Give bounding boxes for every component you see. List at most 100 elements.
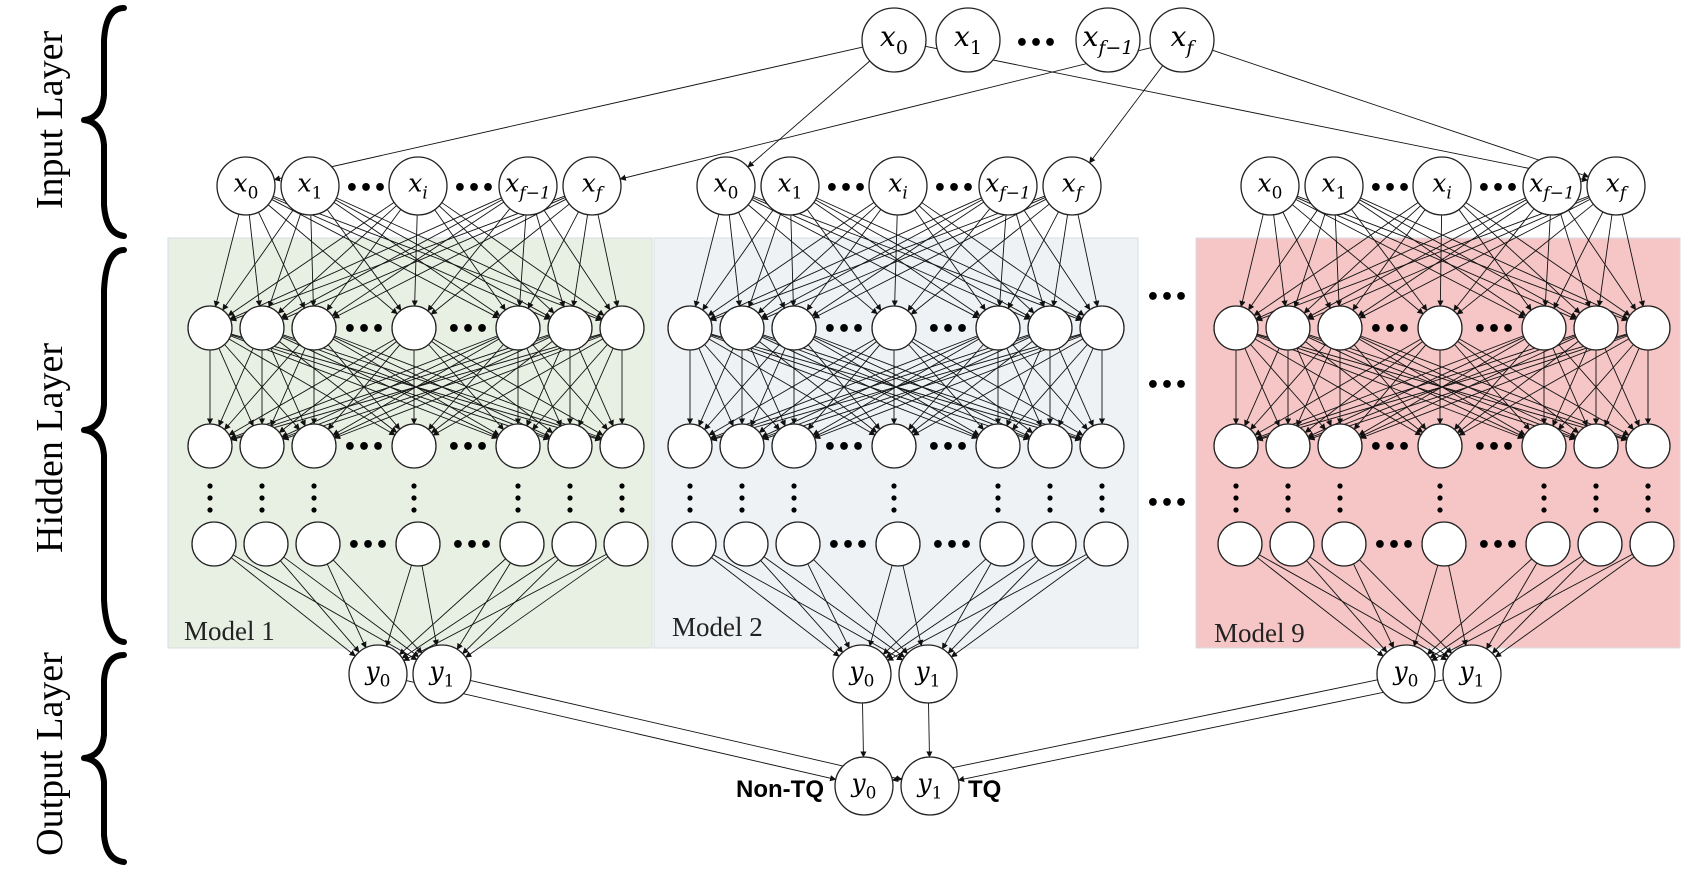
model-9-hidden2-node-2	[1317, 423, 1363, 469]
model-1-input-hidden-connection	[230, 195, 565, 322]
model-2-hidden3-node-3	[875, 521, 921, 567]
model-1-input-hidden-connection	[248, 214, 263, 307]
model-2-hidden1-node-4	[975, 305, 1021, 351]
model-1-hidden-hidden-connection	[230, 334, 550, 441]
model-1-hidden2-node-6	[599, 423, 645, 469]
model-1-hidden3-node-6	[603, 521, 649, 567]
model-9-hidden2-node-4	[1521, 423, 1567, 469]
model-2-vdots-0	[687, 483, 693, 513]
model-9-hidden3-ellipsis-0: •••	[1373, 533, 1415, 558]
model-9-vdots-5	[1593, 483, 1599, 513]
model-1-hidden-output-connection	[401, 555, 556, 659]
model-1-input-hidden-connection	[434, 209, 506, 311]
model-1-hidden1-node-0	[187, 305, 233, 351]
top-input-ellipsis: •••	[1015, 31, 1057, 56]
model-9-hidden-output-connection	[1426, 558, 1533, 655]
model-1-hidden-hidden-connection	[278, 341, 397, 433]
model-2-hidden-hidden-connection	[698, 347, 734, 427]
model-9-hidden-output-connection	[1494, 556, 1635, 658]
model-1-input-node-3: xf−1	[498, 156, 558, 216]
model-1-hidden2-node-0	[187, 423, 233, 469]
model-1-vdots-4	[515, 483, 521, 513]
model-9-input-hidden-connection	[1553, 211, 1604, 309]
model-1-hidden2-node-2	[291, 423, 337, 469]
model-9-input-hidden-connection	[1291, 204, 1424, 315]
model-2-hidden-hidden-connection	[911, 340, 1033, 434]
model-1-hidden2-node-4	[495, 423, 541, 469]
model-9-hidden-output-connection	[1412, 564, 1439, 647]
model-2-input-node-4-label: xf	[1062, 169, 1085, 204]
model-2-hidden2-node-1	[719, 423, 765, 469]
model-9-hidden2-ellipsis-1: •••	[1473, 435, 1515, 460]
model-9-input-hidden-connection	[1456, 203, 1594, 315]
model-9-hidden-output-connection	[1448, 565, 1468, 647]
model-9-hidden2-ellipsis-0: •••	[1369, 435, 1411, 460]
model-9-hidden-output-connection	[1491, 559, 1585, 654]
model-9-hidden1-node-1	[1265, 305, 1311, 351]
model-9-hidden-hidden-connection	[1457, 340, 1579, 434]
model-1-input-hidden-connection	[222, 209, 294, 311]
model-1-input-hidden-connection	[597, 214, 620, 308]
input-layer-label: Input Layer	[29, 31, 71, 210]
model-9-input-node-4: xf	[1586, 156, 1646, 216]
model-2-input-hidden-connection	[815, 199, 1032, 318]
model-9-hidden-hidden-connection	[1359, 335, 1628, 440]
model-2-input-hidden-connection	[910, 203, 1050, 315]
model-1-input-node-1-label: x1	[298, 169, 323, 204]
model-1-hidden-output-connection	[283, 556, 420, 658]
model-1-input-hidden-connection	[258, 211, 305, 309]
model-9-hidden2-node-5	[1573, 423, 1619, 469]
model-9-hidden3-node-3	[1421, 521, 1467, 567]
model-9-input-hidden-connection	[1307, 197, 1590, 320]
model-2-input-hidden-connection	[806, 209, 882, 311]
model-9-hidden1-ellipsis-1: •••	[1473, 317, 1515, 342]
model-9-input-hidden-connection	[1253, 202, 1419, 316]
model-2-input-hidden-connection	[914, 209, 986, 311]
model-9-input-hidden-connection	[1256, 195, 1589, 322]
model-2-hidden2-node-5	[1027, 423, 1073, 469]
model-9-input-node-1-label: x1	[1322, 169, 1347, 204]
model-9-input-ellipsis-1: •••	[1477, 176, 1519, 201]
model-1-hidden1-ellipsis-0: •••	[343, 317, 385, 342]
model-1-hidden-hidden-connection	[333, 335, 602, 440]
model-2-hidden-hidden-connection	[762, 334, 1082, 441]
model-9-input-hidden-connection	[1248, 209, 1318, 311]
model-9-hidden1-node-3	[1417, 305, 1463, 351]
model-2-input-hidden-connection	[813, 198, 1047, 319]
model-2-hidden3-node-1	[723, 521, 769, 567]
model-9-input-hidden-connection	[1273, 214, 1288, 307]
model-2-hidden-output-connection	[947, 559, 1040, 654]
model-1-input-node-4: xf	[562, 156, 622, 216]
model-2-hidden-output-connection	[868, 565, 893, 647]
model-2-hidden-output-connection	[807, 563, 850, 649]
model-9-input-node-2-label: xi	[1432, 169, 1452, 204]
model-to-final-connection	[957, 679, 1444, 783]
model-2-output-node-1-label: y1	[915, 657, 941, 692]
model-2-input-hidden-connection	[1023, 209, 1091, 311]
model-1-input-node-4-label: xf	[582, 169, 605, 204]
model-9-input-hidden-connection	[1560, 213, 1591, 308]
model-2-hidden2-ellipsis-1: •••	[927, 435, 969, 460]
model-2-input-hidden-connection	[761, 197, 1046, 320]
model-2-hidden-hidden-connection	[710, 334, 1030, 441]
model-1-vdots-2	[311, 483, 317, 513]
model-9-input-hidden-connection	[1296, 197, 1577, 320]
model-2-hidden2-node-6	[1079, 423, 1125, 469]
model-1-input-hidden-connection	[333, 198, 567, 319]
model-9-input-hidden-connection	[1239, 214, 1264, 308]
model-1-input-hidden-connection	[516, 214, 527, 307]
model-2-hidden-output-connection	[711, 557, 840, 657]
final-output-node-1-label: y1	[917, 769, 943, 804]
model-1-hidden1-node-3	[391, 305, 437, 351]
model-9-input-hidden-connection	[1296, 195, 1628, 322]
model-9-hidden-hidden-connection	[1244, 347, 1280, 427]
model-1-input-hidden-connection	[427, 208, 511, 312]
model-9-hidden-hidden-connection	[1558, 344, 1634, 430]
model-2-input-hidden-connection	[1007, 211, 1059, 310]
model-2-input-hidden-connection	[710, 195, 1045, 322]
model-2-input-node-1-label: x1	[778, 169, 803, 204]
model-9-input-hidden-connection	[1453, 208, 1535, 312]
model-9-input-hidden-connection	[1293, 213, 1326, 308]
model-1-input-node-1: x1	[280, 156, 340, 216]
model-2-hidden1-node-6	[1079, 305, 1125, 351]
